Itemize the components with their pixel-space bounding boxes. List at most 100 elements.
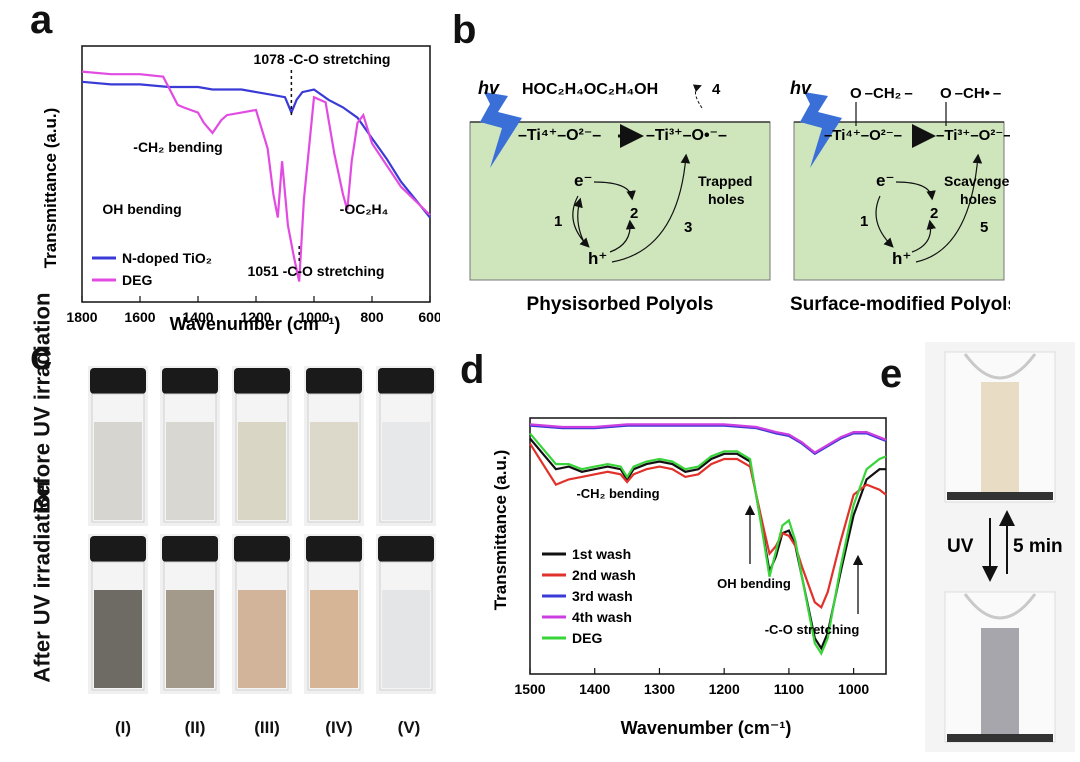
annotation-label-2: OH bending xyxy=(102,201,181,217)
panel-letter-b: b xyxy=(452,8,477,52)
panel-letter-c: c xyxy=(30,334,53,378)
trapped-holes-label: holes xyxy=(708,191,745,207)
vial-cap xyxy=(378,536,434,562)
mechanism-diagram: hv HOC₂H₄OC₂H₄OH 4 –Ti⁴⁺–O²⁻– –Ti³⁺–O•⁻–… xyxy=(469,78,1010,315)
vial-liquid-before xyxy=(382,422,430,520)
hv-label-2: hv xyxy=(790,78,812,98)
series-line-4 xyxy=(529,432,887,656)
vial-liquid-after xyxy=(310,590,358,688)
cuvette-top xyxy=(944,351,1056,503)
vial-label-4: (IV) xyxy=(325,718,353,737)
annotation-label-2: -C-O stretching xyxy=(765,622,860,637)
legend-label-0: 1st wash xyxy=(572,546,631,562)
right-step-2: 2 xyxy=(930,205,938,222)
series-line-3 xyxy=(529,423,887,454)
series-line-0 xyxy=(529,437,886,651)
vials-svg xyxy=(88,366,436,694)
left-step-3: 3 xyxy=(684,219,692,236)
annotation-label-3: -OC₂H₄ xyxy=(340,201,389,217)
right-step-5: 5 xyxy=(980,219,988,236)
vial-cap xyxy=(90,368,146,394)
legend-label-2: 3rd wash xyxy=(572,588,633,604)
vial-label-5: (V) xyxy=(397,718,421,737)
annotation-label-0: -CH₂ bending xyxy=(576,486,659,501)
left-step-1: 1 xyxy=(554,213,562,230)
series-line-0 xyxy=(81,80,431,219)
right-caption: Surface-modified Polyols xyxy=(790,294,1010,315)
annotation-label-0: 1078 -C-O stretching xyxy=(254,51,391,67)
vial-label-1: (I) xyxy=(114,718,132,737)
chart-d-xlabel: Wavenumber (cm⁻¹) xyxy=(621,718,792,738)
annotation-label-4: 1051 -C-O stretching xyxy=(248,263,385,279)
after-uv-label: After UV irradiation xyxy=(29,480,55,683)
cuvette-photo: UV 5 min xyxy=(925,342,1075,752)
panel-letter-d: d xyxy=(460,348,485,392)
scavenge-holes-label: holes xyxy=(960,191,997,207)
chart-a-xlabel: Wavenumber (cm⁻¹) xyxy=(170,314,341,334)
uv-label: UV xyxy=(947,536,974,557)
grp-ch2: O –CH₂ – xyxy=(850,85,913,102)
left-eq-left: –Ti⁴⁺–O²⁻– xyxy=(518,127,601,144)
vial-label-3: (III) xyxy=(254,718,280,737)
x-tick-label: 1400 xyxy=(579,681,610,697)
time-label: 5 min xyxy=(1013,536,1063,557)
vial-cap xyxy=(162,536,218,562)
chart-a-ylabel: Transmittance (a.u.) xyxy=(41,108,60,269)
vial-cap xyxy=(306,536,362,562)
legend-label-4: DEG xyxy=(572,630,602,646)
vial-cap xyxy=(234,368,290,394)
x-tick-label: 600 xyxy=(418,309,440,325)
vial-liquid-after xyxy=(382,590,430,688)
legend-label-1: DEG xyxy=(122,272,152,288)
x-tick-label: 800 xyxy=(360,309,384,325)
molecule-label: HOC₂H₄OC₂H₄OH xyxy=(522,81,658,98)
series-line-2 xyxy=(529,424,887,456)
left-caption: Physisorbed Polyols xyxy=(527,294,714,315)
cuvette-bottom xyxy=(944,591,1056,743)
ftir-chart-d: Transmittance (a.u.) Wavenumber (cm⁻¹) 1… xyxy=(491,417,887,738)
vial-liquid-before xyxy=(238,422,286,520)
x-tick-label: 1000 xyxy=(298,309,329,325)
chart-d-ylabel: Transmittance (a.u.) xyxy=(491,450,510,611)
right-electron: e⁻ xyxy=(876,171,894,190)
legend-label-0: N-doped TiO₂ xyxy=(122,250,212,266)
x-tick-label: 1200 xyxy=(709,681,740,697)
legend-label-1: 2nd wash xyxy=(572,567,636,583)
right-hole: h⁺ xyxy=(892,249,911,268)
legend-label-3: 4th wash xyxy=(572,609,632,625)
vial-cap xyxy=(162,368,218,394)
left-hole: h⁺ xyxy=(588,249,607,268)
vial-liquid-after xyxy=(166,590,214,688)
ftir-chart-a: Transmittance (a.u.) Wavenumber (cm⁻¹) 1… xyxy=(41,45,440,334)
left-electron: e⁻ xyxy=(574,171,592,190)
vial-cap xyxy=(90,536,146,562)
light-bolt-icon xyxy=(480,92,522,168)
panel-letter-a: a xyxy=(30,0,53,42)
right-eq-left: –Ti⁴⁺–O²⁻– xyxy=(824,127,902,144)
left-step-2: 2 xyxy=(630,205,638,222)
plot-frame xyxy=(529,417,887,675)
right-surface xyxy=(793,121,1005,281)
scavenge-label: Scavenge xyxy=(944,173,1010,189)
x-tick-label: 1500 xyxy=(514,681,545,697)
vial-liquid-before xyxy=(166,422,214,520)
vial-cap xyxy=(234,536,290,562)
vial-liquid-before xyxy=(310,422,358,520)
step-4: 4 xyxy=(712,81,721,98)
x-tick-label: 1000 xyxy=(838,681,869,697)
x-tick-label: 1800 xyxy=(66,309,97,325)
annotation-label-1: -CH₂ bending xyxy=(133,139,222,155)
x-tick-label: 1300 xyxy=(644,681,675,697)
right-step-1: 1 xyxy=(860,213,868,230)
hv-label: hv xyxy=(478,78,500,98)
grp-ch: O –CH• – xyxy=(940,85,1001,102)
series-line-1 xyxy=(81,70,431,282)
panel-letter-e: e xyxy=(880,352,903,396)
vial-liquid-after xyxy=(94,590,142,688)
vial-photo xyxy=(80,366,440,756)
vial-liquid-after xyxy=(238,590,286,688)
vial-liquid-before xyxy=(94,422,142,520)
light-bolt-icon-2 xyxy=(800,92,842,168)
trapped-label: Trapped xyxy=(698,173,752,189)
left-eq-right: –Ti³⁺–O•⁻– xyxy=(646,127,727,144)
